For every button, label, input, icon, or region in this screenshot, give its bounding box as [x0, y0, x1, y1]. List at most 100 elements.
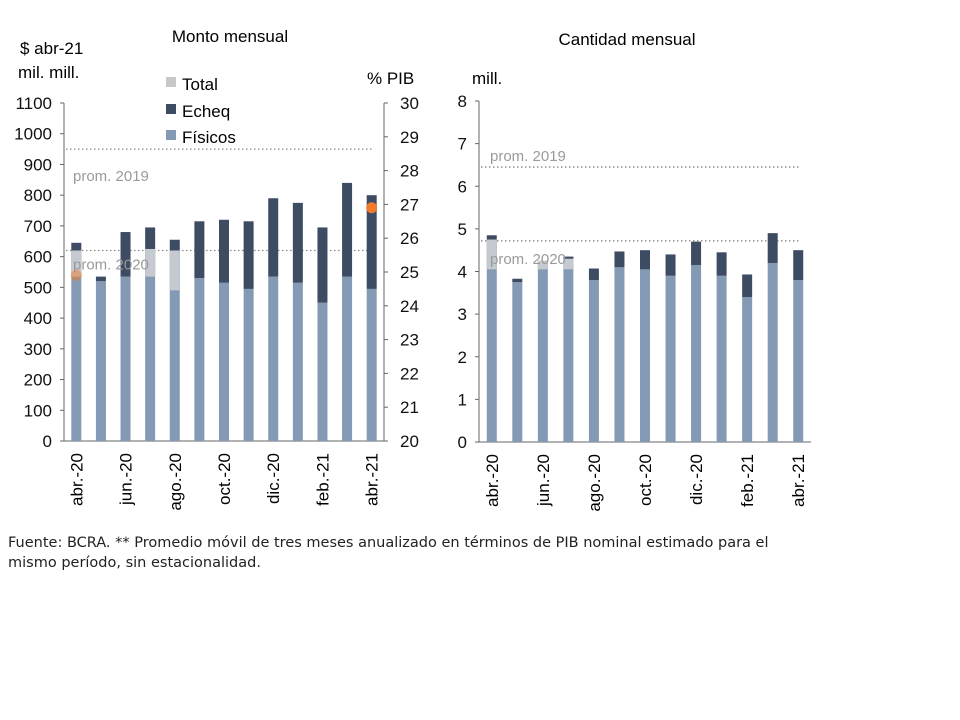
right-bar-echeq — [640, 250, 650, 270]
right-bar-fisicos — [640, 269, 650, 442]
right-bar-fisicos — [665, 275, 676, 442]
right-chart-title: Cantidad mensual — [558, 30, 695, 49]
right-bar-fisicos — [716, 275, 727, 442]
right-bar-fisicos — [614, 267, 625, 442]
legend-label-echeq: Echeq — [182, 102, 230, 121]
right-bar-echeq — [691, 241, 702, 266]
right-x-tick-label: jun.-20 — [534, 454, 553, 507]
right-y-tick-label: 7 — [458, 135, 467, 154]
left-bar-echeq — [219, 219, 229, 283]
left-y2-tick-label: 23 — [400, 331, 419, 350]
left-x-tick-label: jun.-20 — [117, 453, 136, 506]
left-bar-fisicos — [342, 276, 353, 441]
left-y-tick-label: 1100 — [15, 94, 52, 113]
left-bar-fisicos — [120, 276, 131, 441]
left-y2-tick-label: 24 — [400, 297, 419, 316]
source-footnote: Fuente: BCRA. ** Promedio móvil de tres … — [8, 535, 769, 571]
right-x-tick-label: ago.-20 — [585, 454, 604, 512]
right-bar-fisicos — [742, 297, 753, 442]
left-y2-axis-label: % PIB — [367, 69, 414, 88]
right-y-tick-label: 0 — [458, 433, 467, 452]
left-bar-fisicos — [317, 302, 328, 441]
left-y-tick-label: 300 — [24, 340, 52, 359]
right-x-tick-label: dic.-20 — [687, 454, 706, 505]
left-ref-label-2019: prom. 2019 — [73, 168, 149, 185]
left-x-tick-label: feb.-21 — [313, 453, 332, 506]
right-bar-fisicos — [588, 280, 599, 442]
right-ref-label-2020: prom. 2020 — [490, 251, 566, 268]
right-y-tick-label: 4 — [458, 263, 467, 282]
left-y2-tick-label: 30 — [400, 94, 419, 113]
right-bar-echeq — [614, 251, 625, 268]
left-bar-fisicos — [71, 276, 82, 441]
left-bar-echeq — [268, 198, 279, 277]
left-bar-echeq — [120, 232, 131, 277]
left-x-tick-label: abr.-20 — [67, 453, 86, 506]
left-y2-tick-label: 21 — [400, 398, 419, 417]
left-bar-echeq — [317, 227, 328, 303]
left-y2-tick-label: 29 — [400, 128, 419, 147]
left-x-tick-label: dic.-20 — [264, 453, 283, 504]
left-bar-fisicos — [145, 276, 156, 441]
left-y-axis-label-line2: mil. mill. — [18, 63, 79, 82]
right-bar-echeq — [512, 278, 523, 283]
right-bar-fisicos — [512, 282, 523, 442]
left-bar-total — [169, 250, 180, 291]
right-bar-echeq — [665, 254, 676, 276]
right-bar-fisicos — [691, 265, 702, 442]
right-y-tick-label: 5 — [458, 220, 467, 239]
left-y-tick-label: 800 — [24, 186, 52, 205]
left-x-tick-label: abr.-21 — [363, 453, 382, 506]
right-bar-fisicos — [486, 269, 497, 442]
left-bar-total — [71, 250, 82, 277]
left-bar-fisicos — [194, 278, 205, 441]
left-y-tick-label: 100 — [24, 401, 52, 420]
left-bar-fisicos — [268, 276, 279, 441]
left-legend: Total Echeq Físicos — [166, 75, 236, 147]
left-y-tick-label: 700 — [24, 217, 52, 236]
legend-label-total: Total — [182, 75, 218, 94]
legend-swatch-total — [166, 77, 176, 87]
left-plot: 0 100 200 300 400 500 600 700 800 900 1000 1100 prom… — [14, 94, 419, 511]
legend-swatch-echeq — [166, 104, 176, 114]
left-y-tick-label: 200 — [24, 371, 52, 390]
right-bar-echeq — [767, 233, 778, 263]
left-y-axis-label-line1: $ abr-21 — [20, 39, 83, 58]
right-bar-fisicos — [767, 262, 778, 442]
left-y2-tick-label: 28 — [400, 162, 419, 181]
right-y-tick-label: 1 — [458, 390, 467, 409]
right-y-tick-label: 2 — [458, 348, 467, 367]
left-ref-label-2020: prom. 2020 — [73, 256, 149, 273]
right-bar-total — [537, 260, 548, 270]
right-bar-echeq — [742, 274, 753, 298]
left-y-tick-label: 1000 — [14, 125, 52, 144]
left-x-tick-label: ago.-20 — [166, 453, 185, 511]
right-bar-fisicos — [537, 269, 548, 442]
left-bar-echeq — [194, 221, 205, 279]
left-bar-echeq — [95, 276, 106, 282]
left-bar-fisicos — [243, 288, 254, 441]
right-bar-echeq — [793, 250, 804, 281]
pib-marker-abr-21 — [366, 202, 378, 214]
left-chart-title: Monto mensual — [172, 27, 288, 46]
left-y2-tick-label: 20 — [400, 432, 419, 451]
left-y2-tick-label: 26 — [400, 229, 419, 248]
left-y2-tick-label: 27 — [400, 195, 419, 214]
right-x-tick-label: abr.-21 — [789, 454, 808, 507]
right-bar-fisicos — [793, 280, 804, 442]
right-y-tick-label: 6 — [458, 177, 467, 196]
left-y-tick-label: 900 — [24, 155, 52, 174]
right-x-tick-label: feb.-21 — [738, 454, 757, 507]
left-y-tick-label: 0 — [43, 432, 52, 451]
left-y2-tick-label: 25 — [400, 263, 419, 282]
right-bar-total — [563, 258, 574, 270]
left-bar-total — [145, 248, 156, 277]
left-bar-fisicos — [292, 282, 303, 441]
left-bar-fisicos — [169, 290, 180, 441]
left-x-tick-label: oct.-20 — [215, 453, 234, 505]
pib-marker-abr-20 — [70, 269, 82, 281]
left-bar-fisicos — [366, 288, 377, 441]
right-bar-total — [486, 239, 497, 270]
left-bar-echeq — [366, 195, 377, 289]
